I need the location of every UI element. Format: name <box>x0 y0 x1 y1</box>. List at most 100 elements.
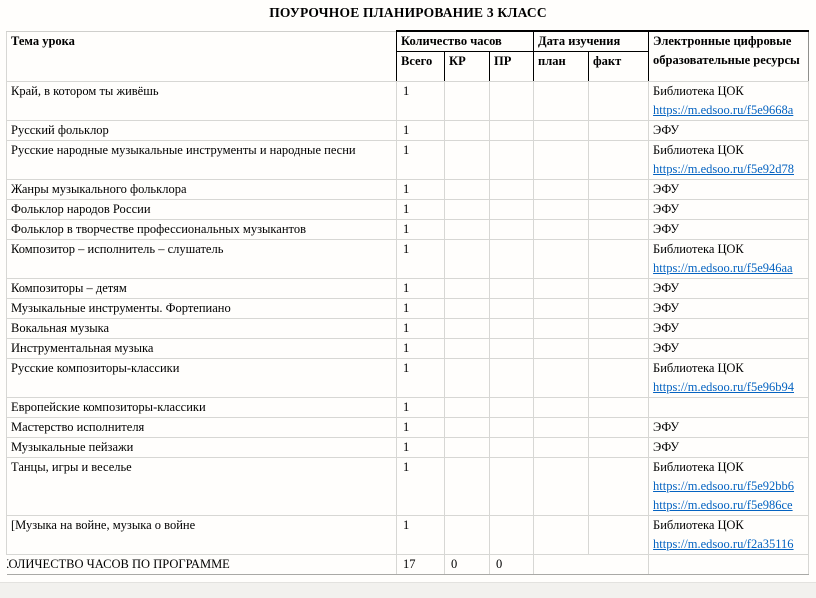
date-plan-cell <box>533 81 590 121</box>
table-row: Русский фольклор 1 ЭФУ <box>6 120 810 141</box>
resource-link[interactable]: https://m.edsoo.ru/f5e96b94 <box>653 380 795 394</box>
topic-cell: Композиторы – детям <box>6 278 397 299</box>
table-row: Фольклор народов России 1 ЭФУ <box>6 199 810 220</box>
header-hours-total: Всего <box>396 51 445 82</box>
table-row: Край, в котором ты живёшь 1 Библиотека Ц… <box>6 81 810 121</box>
total-kr-cell: 0 <box>444 554 490 575</box>
date-fact-cell <box>588 318 650 339</box>
date-fact-cell <box>588 338 650 359</box>
resource-label: Библиотека ЦОК <box>653 361 744 375</box>
resources-cell: Библиотека ЦОК https://m.edsoo.ru/f5e92d… <box>648 140 810 180</box>
table-row: Русские народные музыкальные инструменты… <box>6 140 810 180</box>
resource-label: ЭФУ <box>653 420 680 434</box>
hours-kr-cell <box>444 397 490 418</box>
hours-pr-cell <box>488 417 535 438</box>
resources-cell: Библиотека ЦОК https://m.edsoo.ru/f5e966… <box>648 81 810 121</box>
resources-cell <box>648 397 810 418</box>
header-topic: Тема урока <box>6 30 397 82</box>
hours-pr-cell <box>488 239 535 279</box>
table-row: Композитор – исполнитель – слушатель 1 Б… <box>6 239 810 279</box>
resources-cell: ЭФУ <box>648 338 810 359</box>
table-row: Танцы, игры и веселье 1 Библиотека ЦОК h… <box>6 457 810 516</box>
topic-cell: Музыкальные инструменты. Фортепиано <box>6 298 397 319</box>
hours-pr-cell <box>488 179 535 200</box>
header-dates-group: Дата изучения <box>533 30 650 52</box>
topic-cell: [Музыка на войне, музыка о войне <box>6 515 397 555</box>
resources-cell: ЭФУ <box>648 298 810 319</box>
hours-kr-cell <box>444 278 490 299</box>
resource-label: Библиотека ЦОК <box>653 460 744 474</box>
hours-pr-cell <box>488 338 535 359</box>
date-plan-cell <box>533 318 590 339</box>
date-fact-cell <box>588 437 650 458</box>
table-body: Край, в котором ты живёшь 1 Библиотека Ц… <box>6 81 810 575</box>
resources-cell: ЭФУ <box>648 120 810 141</box>
resource-label: ЭФУ <box>653 301 680 315</box>
header-hours-group: Количество часов <box>395 30 535 52</box>
hours-kr-cell <box>444 358 490 398</box>
document-title: ПОУРОЧНОЕ ПЛАНИРОВАНИЕ 3 КЛАСС <box>269 5 547 20</box>
hours-total-cell: 1 <box>396 81 445 121</box>
resource-link[interactable]: https://m.edsoo.ru/f5e92bb6 <box>653 479 795 493</box>
header-date-plan: план <box>533 51 590 82</box>
resource-link[interactable]: https://m.edsoo.ru/f5e946aa <box>653 261 793 275</box>
table-row: Вокальная музыка 1 ЭФУ <box>6 318 810 339</box>
resource-link[interactable]: https://m.edsoo.ru/f5e9668a <box>653 103 794 117</box>
total-hours-cell: 17 <box>396 554 445 575</box>
resource-label: ЭФУ <box>653 182 680 196</box>
hours-total-cell: 1 <box>396 219 445 240</box>
topic-cell: Европейские композиторы-классики <box>6 397 397 418</box>
resource-link[interactable]: https://m.edsoo.ru/f2a35116 <box>653 537 794 551</box>
hours-kr-cell <box>444 120 490 141</box>
header-resources: Электронные цифровые образовательные рес… <box>648 30 810 82</box>
header-date-fact: факт <box>588 51 650 82</box>
date-fact-cell <box>588 199 650 220</box>
hours-kr-cell <box>444 417 490 438</box>
hours-kr-cell <box>444 437 490 458</box>
hours-total-cell: 1 <box>396 358 445 398</box>
hours-pr-cell <box>488 397 535 418</box>
date-plan-cell <box>533 338 590 359</box>
total-topic-cell: КОЛИЧЕСТВО ЧАСОВ ПО ПРОГРАММЕ <box>6 554 397 575</box>
resources-cell: Библиотека ЦОК https://m.edsoo.ru/f2a351… <box>648 515 810 555</box>
date-fact-cell <box>588 417 650 438</box>
hours-total-cell: 1 <box>396 397 445 418</box>
date-fact-cell <box>588 298 650 319</box>
date-plan-cell <box>533 199 590 220</box>
hours-kr-cell <box>444 457 490 516</box>
table-row: Европейские композиторы-классики 1 <box>6 397 810 418</box>
header-hours-pr: ПР <box>488 51 535 82</box>
table-row: [Музыка на войне, музыка о войне 1 Библи… <box>6 515 810 555</box>
topic-cell: Русские народные музыкальные инструменты… <box>6 140 397 180</box>
table-row: Жанры музыкального фольклора 1 ЭФУ <box>6 179 810 200</box>
date-plan-cell <box>533 179 590 200</box>
resource-label: ЭФУ <box>653 123 680 137</box>
date-fact-cell <box>588 239 650 279</box>
table-row: Музыкальные инструменты. Фортепиано 1 ЭФ… <box>6 298 810 319</box>
resource-label: ЭФУ <box>653 440 680 454</box>
resource-link[interactable]: https://m.edsoo.ru/f5e92d78 <box>653 162 795 176</box>
hours-kr-cell <box>444 318 490 339</box>
total-resources-cell <box>648 554 810 575</box>
resource-link[interactable]: https://m.edsoo.ru/f5e986ce <box>653 498 793 512</box>
hours-total-cell: 1 <box>396 120 445 141</box>
resources-cell: ЭФУ <box>648 437 810 458</box>
hours-kr-cell <box>444 338 490 359</box>
hours-pr-cell <box>488 81 535 121</box>
hours-total-cell: 1 <box>396 457 445 516</box>
hours-pr-cell <box>488 437 535 458</box>
date-plan-cell <box>533 457 590 516</box>
date-plan-cell <box>533 239 590 279</box>
hours-kr-cell <box>444 239 490 279</box>
hours-kr-cell <box>444 81 490 121</box>
hours-total-cell: 1 <box>396 199 445 220</box>
topic-cell: Фольклор народов России <box>6 199 397 220</box>
date-plan-cell <box>533 120 590 141</box>
resources-cell: ЭФУ <box>648 219 810 240</box>
date-fact-cell <box>588 457 650 516</box>
hours-pr-cell <box>488 219 535 240</box>
date-plan-cell <box>533 219 590 240</box>
date-fact-cell <box>588 515 650 555</box>
date-fact-cell <box>588 397 650 418</box>
hours-pr-cell <box>488 298 535 319</box>
